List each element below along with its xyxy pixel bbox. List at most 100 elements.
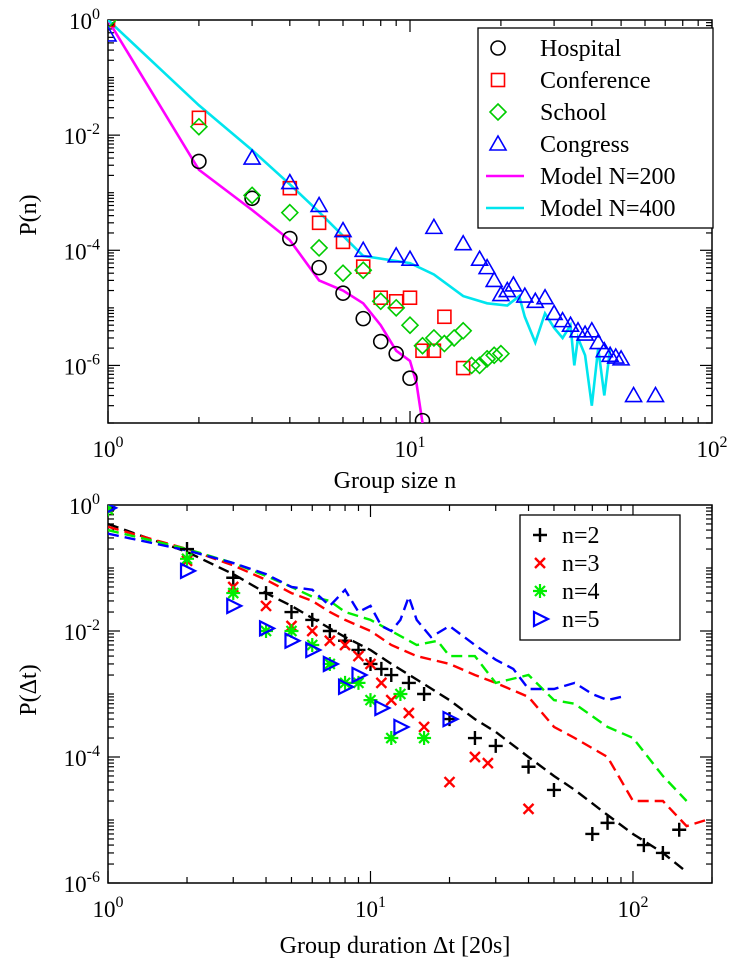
data-point (401, 675, 416, 690)
x-tick-label: 101 (395, 434, 426, 462)
data-point (374, 699, 392, 717)
data-point (588, 332, 608, 350)
data-point (305, 612, 320, 627)
legend-item-hospital: Hospital (490, 36, 622, 62)
data-point (306, 625, 319, 637)
data-point (655, 845, 670, 860)
data-point (393, 687, 408, 701)
data-point (179, 562, 198, 580)
data-point (477, 258, 497, 275)
data-point (400, 249, 420, 267)
data-point (444, 328, 464, 348)
data-point (322, 656, 337, 671)
data-point (415, 343, 430, 359)
y-tick-label: 10-4 (64, 236, 100, 264)
data-point (189, 117, 209, 136)
data-point (424, 217, 444, 235)
y-tick-label: 10-6 (64, 869, 100, 897)
data-point (544, 303, 564, 321)
data-point (309, 238, 329, 258)
x-axis-title: Group duration Δt [20s] (280, 933, 511, 959)
data-point (546, 782, 561, 797)
y-tick-label: 10-6 (64, 351, 100, 379)
legend-marker (490, 40, 506, 56)
y-axis-title: P(Δt) (16, 664, 42, 715)
x-tick-label: 100 (93, 894, 124, 922)
data-point (339, 639, 351, 651)
data-point (384, 731, 399, 746)
data-point (323, 634, 336, 647)
data-point (373, 290, 389, 306)
data-point (585, 826, 600, 841)
data-point (322, 624, 337, 638)
data-point (353, 240, 373, 258)
chart-panel-1: 100 101 102 100 10-2 10-4 10-6 Group size n P(n)… (16, 6, 728, 494)
y-tick-label: 10-4 (64, 743, 100, 771)
data-point (462, 356, 481, 375)
series-line-dashed-4 (108, 522, 688, 873)
data-point (488, 738, 503, 753)
y-tick-label: 100 (69, 491, 100, 519)
data-point (337, 678, 356, 696)
data-point (443, 776, 456, 788)
data-point (226, 586, 241, 601)
data-point (470, 249, 489, 267)
series-line-dashed-5 (108, 525, 707, 828)
data-point (226, 570, 241, 585)
data-point (374, 661, 389, 676)
data-point (363, 693, 378, 708)
data-point (311, 215, 327, 231)
x-axis-ticks (107, 20, 699, 423)
data-point (402, 370, 418, 387)
data-point (384, 668, 399, 683)
data-point (259, 624, 274, 638)
legend-box (477, 27, 714, 229)
legend-marker (488, 102, 508, 122)
legend-item-congress: Congress (488, 132, 629, 158)
data-point (322, 655, 341, 673)
data-point (482, 757, 494, 769)
data-point (600, 815, 615, 830)
data-point (485, 346, 504, 365)
data-point (426, 343, 442, 359)
legend-marker (532, 610, 551, 628)
data-point (258, 619, 277, 638)
series-line-dashed-7 (108, 532, 622, 702)
legend-label: n=5 (562, 607, 600, 633)
y-axis-title: P(n) (16, 194, 42, 235)
legend-label: n=4 (562, 579, 600, 605)
legend-label: n=3 (562, 551, 600, 577)
data-point (521, 759, 536, 774)
data-point (402, 707, 415, 719)
data-point (333, 264, 353, 283)
data-point (284, 605, 299, 620)
series-school (108, 20, 511, 375)
data-point (561, 315, 580, 332)
data-point (335, 285, 351, 301)
data-point (280, 172, 300, 190)
legend-label: Model N=400 (540, 196, 676, 222)
series-line-model-n-200 (108, 20, 424, 423)
series-congress (108, 25, 665, 403)
legend-label: Hospital (540, 36, 622, 62)
data-point (335, 234, 351, 250)
data-point (244, 190, 260, 207)
data-point (624, 385, 643, 403)
data-point (402, 290, 418, 306)
legend-marker (488, 134, 508, 151)
data-point (454, 321, 473, 340)
chart-panel-2: 100 101 102 100 10-2 10-4 10-6 Group duration Δ… (16, 491, 713, 959)
legend-label: Model N=200 (540, 164, 676, 190)
data-point (470, 356, 489, 375)
legend-item-n-4: n=4 (533, 579, 600, 605)
data-point (582, 321, 602, 338)
data-point (491, 344, 511, 363)
data-point (108, 505, 115, 515)
data-point (575, 324, 595, 341)
data-point (355, 310, 372, 327)
legend-item-model-n-400: Model N=400 (486, 196, 676, 222)
data-point (387, 298, 406, 317)
legend-item-n-2: n=2 (533, 523, 600, 549)
data-point (388, 345, 404, 362)
